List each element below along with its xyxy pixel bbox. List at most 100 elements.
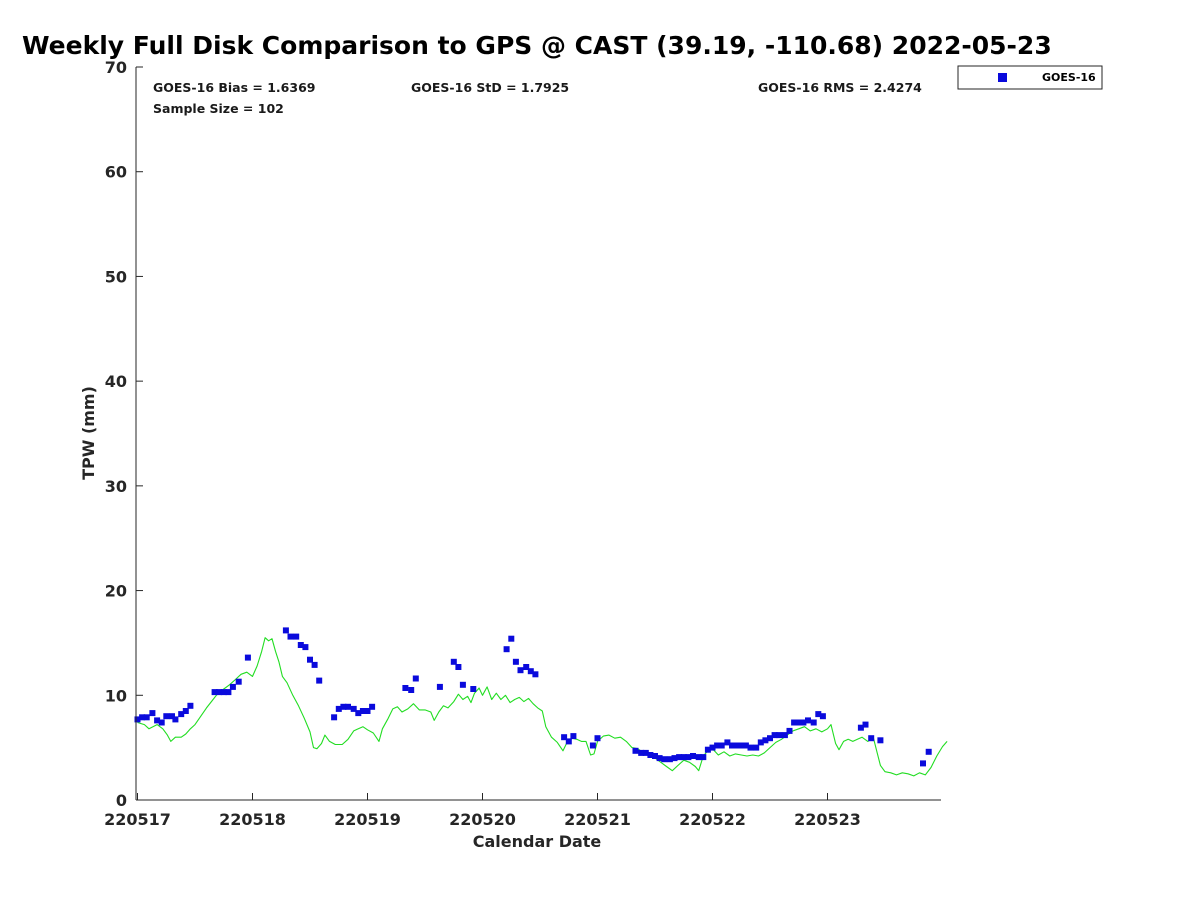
goes-16-point <box>316 677 323 684</box>
goes-16-point <box>154 717 161 724</box>
goes-16-point <box>781 732 788 739</box>
std-stat: GOES-16 StD = 1.7925 <box>411 80 569 95</box>
sample-size-stat: Sample Size = 102 <box>153 101 284 116</box>
goes-16-point <box>695 754 702 761</box>
goes-16-point <box>503 646 510 653</box>
goes-16-point <box>862 721 869 728</box>
goes-16-point <box>139 714 146 721</box>
goes-16-point <box>757 739 764 746</box>
goes-16-point <box>733 742 740 749</box>
goes-16-point <box>666 756 673 763</box>
gps-line <box>137 637 948 777</box>
goes-16-point <box>408 687 415 693</box>
goes-16-point <box>182 708 189 714</box>
goes-16-point <box>738 742 745 749</box>
goes-16-point <box>523 664 530 670</box>
goes-16-point <box>143 714 150 721</box>
goes-16-point <box>282 627 289 634</box>
goes-16-point <box>216 689 223 696</box>
x-tick-label: 220520 <box>449 810 516 829</box>
x-axis-ticks: 220517 220518 220519 220520 220521 220522 2205… <box>104 793 861 829</box>
goes-16-point <box>638 749 645 756</box>
goes-16-point <box>771 732 778 739</box>
goes-16-point <box>709 744 716 751</box>
goes-16-point <box>532 671 539 678</box>
goes-16-point <box>402 685 409 691</box>
goes-16-point <box>287 633 294 640</box>
legend: GOES-16 <box>957 65 1103 90</box>
goes-16-point <box>459 681 466 688</box>
goes-16-point <box>172 716 179 723</box>
goes-16-point <box>819 713 826 720</box>
goes-16-point <box>570 733 577 740</box>
x-tick-label: 220522 <box>679 810 746 829</box>
goes-16-point <box>355 710 362 717</box>
goes-16-point <box>810 719 817 726</box>
goes-16-point <box>642 749 649 756</box>
goes-16-point <box>470 686 477 692</box>
x-tick-label: 220523 <box>794 810 861 829</box>
goes-16-point <box>169 713 175 720</box>
goes-16-point <box>868 735 875 742</box>
goes-16-point <box>335 705 342 712</box>
goes-16-point <box>729 742 735 749</box>
goes-16-point <box>565 738 572 745</box>
plot-area <box>134 67 948 801</box>
goes-16-point <box>815 711 822 718</box>
goes-16-point <box>647 752 654 758</box>
goes-16-point <box>786 727 793 734</box>
y-tick-label: 10 <box>105 686 127 705</box>
gps-series <box>137 637 948 777</box>
goes-16-point <box>220 689 227 696</box>
goes-16-point <box>724 739 731 746</box>
goes-16-point <box>345 703 351 710</box>
goes-16-point <box>671 755 678 762</box>
y-tick-label: 70 <box>105 58 127 77</box>
y-tick-label: 30 <box>105 477 127 496</box>
y-tick-label: 0 <box>116 791 127 810</box>
goes-16-point <box>340 703 347 710</box>
goes-16-point <box>680 754 687 761</box>
y-tick-label: 60 <box>105 163 127 182</box>
x-tick-label: 220517 <box>104 810 171 829</box>
goes-16-point <box>704 746 711 753</box>
goes-16-point <box>714 742 721 749</box>
y-axis-ticks: 0 10 20 30 40 50 60 70 <box>105 58 143 810</box>
goes-16-point <box>134 716 141 723</box>
x-tick-label: 220518 <box>219 810 286 829</box>
goes-16-point <box>857 724 864 731</box>
goes-16-point <box>235 678 242 685</box>
goes-16-point <box>359 708 366 714</box>
goes-16-point <box>652 753 658 759</box>
goes-16-point <box>877 737 884 744</box>
goes-16-point <box>517 667 524 674</box>
goes-16-point <box>211 689 218 696</box>
goes-16-point <box>718 742 725 749</box>
goes-16-point <box>805 717 811 724</box>
goes-16-point <box>229 683 236 690</box>
goes-16-point <box>762 737 769 744</box>
goes-16-series <box>134 627 932 767</box>
legend-marker <box>998 73 1007 82</box>
legend-label: GOES-16 <box>1042 71 1096 84</box>
goes-16-point <box>178 711 185 718</box>
goes-16-point <box>685 754 692 761</box>
chart-title: Weekly Full Disk Comparison to GPS @ CAS… <box>22 31 1052 60</box>
goes-16-point <box>561 734 568 741</box>
x-axis-label: Calendar Date <box>473 832 602 851</box>
goes-16-point <box>369 703 376 710</box>
goes-16-point <box>307 656 313 663</box>
goes-16-point <box>149 710 156 717</box>
goes-16-point <box>187 702 194 709</box>
goes-16-point <box>450 658 457 665</box>
goes-16-point <box>742 742 749 749</box>
goes-16-point <box>331 714 338 721</box>
goes-16-point <box>690 753 696 759</box>
goes-16-point <box>163 713 170 720</box>
goes-16-point <box>632 747 639 754</box>
goes-16-point <box>920 760 926 767</box>
rms-stat: GOES-16 RMS = 2.4274 <box>758 80 922 95</box>
goes-16-point <box>791 719 798 726</box>
plot-background <box>136 67 941 800</box>
goes-16-point <box>527 668 534 675</box>
